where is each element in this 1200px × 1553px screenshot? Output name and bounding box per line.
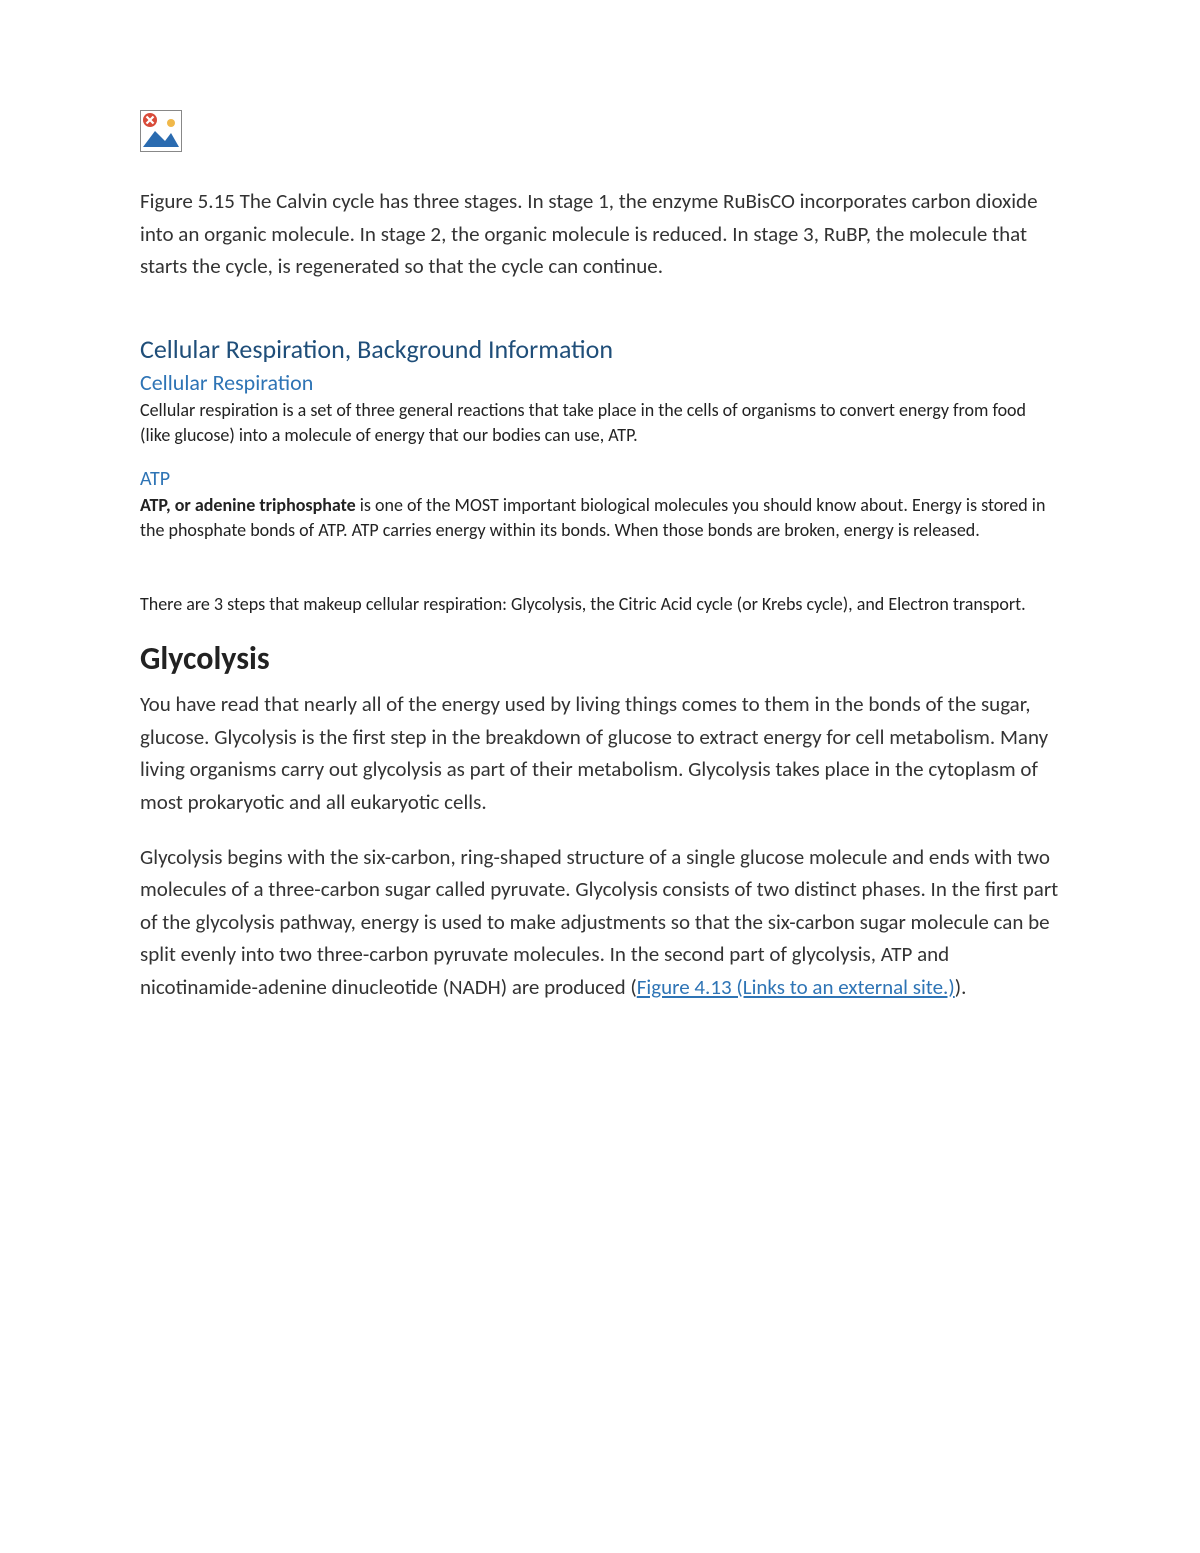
figure-caption: Figure 5.15 The Calvin cycle has three s…: [140, 185, 1060, 283]
document-page: Figure 5.15 The Calvin cycle has three s…: [0, 0, 1200, 1553]
heading-glycolysis: Glycolysis: [140, 639, 1060, 678]
paragraph-cellular-respiration: Cellular respiration is a set of three g…: [140, 398, 1060, 449]
paragraph-three-steps: There are 3 steps that makeup cellular r…: [140, 592, 1060, 618]
subheading-cellular-respiration: Cellular Respiration: [140, 369, 1060, 396]
figure-link[interactable]: Figure 4.13 (Links to an external site.): [637, 974, 955, 1000]
subheading-atp: ATP: [140, 467, 1060, 491]
atp-lead-bold: ATP, or adenine triphosphate: [140, 494, 356, 516]
glycolysis-p2-tail: ).: [955, 974, 967, 1000]
paragraph-glycolysis-2: Glycolysis begins with the six-carbon, r…: [140, 841, 1060, 1004]
section-heading-cellular-respiration-bg: Cellular Respiration, Background Informa…: [140, 333, 1060, 365]
broken-image-icon: [140, 110, 182, 152]
paragraph-glycolysis-1: You have read that nearly all of the ene…: [140, 688, 1060, 818]
paragraph-atp: ATP, or adenine triphosphate is one of t…: [140, 493, 1060, 544]
